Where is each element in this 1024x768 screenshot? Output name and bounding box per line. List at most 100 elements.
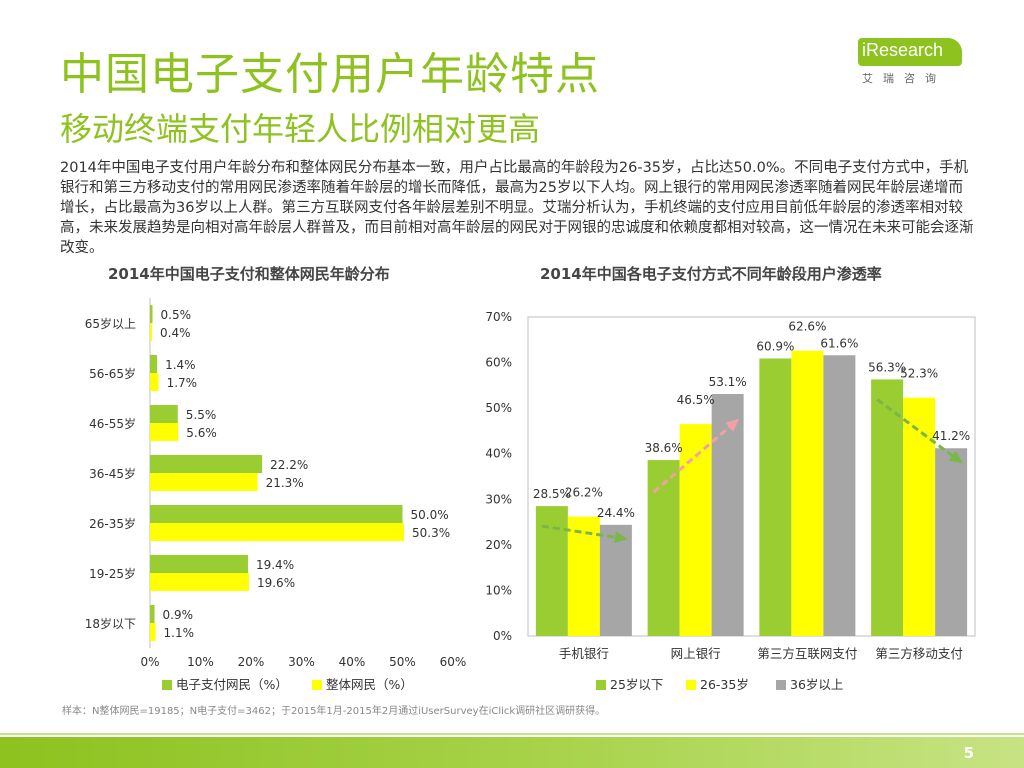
data-label: 56.3%	[868, 360, 906, 374]
data-label: 53.1%	[709, 375, 747, 389]
plot-area	[527, 316, 976, 637]
y-tick-label: 30%	[485, 492, 512, 506]
category-label: 网上银行	[671, 646, 721, 661]
bar-56-65-s0	[150, 355, 158, 373]
bar-x-s0	[535, 506, 568, 636]
trend-arrow-line	[876, 398, 963, 464]
x-tick-label: 10%	[187, 655, 214, 669]
bar-26-35-s1	[150, 523, 405, 541]
data-label: 28.5%	[533, 487, 571, 501]
x-tick-label: 60%	[440, 655, 467, 669]
bar-18-s1	[150, 623, 156, 641]
bar-x-s2	[935, 448, 968, 636]
bar-x-s2	[711, 394, 744, 636]
data-label: 46.5%	[677, 393, 715, 407]
page-number: 5	[963, 744, 974, 762]
data-label: 19.6%	[257, 576, 295, 590]
data-label: 52.3%	[900, 367, 938, 381]
legend-label: 电子支付网民（%）	[176, 677, 288, 692]
legend-label: 26-35岁	[700, 677, 749, 692]
bar-19-25-s0	[150, 555, 248, 573]
bar-26-35-s0	[150, 505, 403, 523]
category-label: 65岁以上	[85, 316, 136, 331]
category-label: 第三方移动支付	[875, 646, 963, 661]
category-label: 46-55岁	[89, 416, 136, 431]
bar-65-s0	[150, 305, 153, 323]
data-label: 21.3%	[266, 476, 304, 490]
y-tick-label: 50%	[485, 401, 512, 415]
page-title: 中国电子支付用户年龄特点	[60, 49, 600, 100]
x-tick-label: 0%	[140, 655, 159, 669]
trend-arrow-line	[541, 524, 627, 541]
bar-x-s1	[567, 516, 600, 636]
iresearch-logo: iResearch 艾瑞咨询	[858, 38, 968, 90]
data-label: 61.6%	[820, 336, 858, 350]
bar-46-55-s0	[150, 405, 178, 423]
bar-x-s1	[679, 424, 712, 636]
right-chart-title: 2014年中国各电子支付方式不同年龄段用户渗透率	[540, 265, 882, 283]
data-label: 26.2%	[565, 486, 603, 500]
legend-swatch-s1	[686, 680, 696, 690]
y-tick-label: 40%	[485, 447, 512, 461]
data-label: 0.4%	[160, 326, 191, 340]
bar-56-65-s1	[150, 373, 159, 391]
bar-18-s0	[150, 605, 155, 623]
data-label: 1.7%	[167, 376, 198, 390]
data-label: 50.3%	[412, 526, 450, 540]
source-note: 样本：N整体网民=19185；N电子支付=3462；于2015年1月-2015年…	[62, 706, 606, 717]
data-label: 60.9%	[756, 339, 794, 353]
description-text: 2014年中国电子支付用户年龄分布和整体网民分布基本一致，用户占比最高的年龄段为…	[60, 160, 974, 256]
bar-x-s1	[903, 397, 936, 636]
bar-x-s2	[599, 524, 632, 636]
y-tick-label: 0%	[493, 629, 512, 643]
bar-x-s0	[647, 460, 680, 636]
data-label: 5.5%	[186, 408, 217, 422]
data-label: 38.6%	[645, 441, 683, 455]
legend-swatch-s1	[312, 680, 322, 690]
category-label: 手机银行	[559, 646, 609, 661]
penetration-chart: 0% 10% 20% 30% 40% 50% 60% 70% 28.5%26.2% 24.4% 手机…	[485, 310, 976, 692]
trend-arrow-line	[652, 418, 739, 494]
data-label: 22.2%	[270, 458, 308, 472]
category-label: 19-25岁	[89, 566, 136, 581]
legend-swatch-s0	[596, 680, 606, 690]
data-label: 0.5%	[161, 308, 192, 322]
category-label: 18岁以下	[85, 616, 136, 631]
footer-band	[0, 737, 1024, 768]
data-label: 19.4%	[256, 558, 294, 572]
category-label: 56-65岁	[89, 366, 136, 381]
trend-arrow-head	[948, 450, 963, 464]
y-tick-label: 20%	[485, 538, 512, 552]
logo-text: iResearch	[862, 40, 944, 60]
footer-line	[0, 733, 1024, 735]
bar-36-45-s1	[150, 473, 258, 491]
bar-x-s0	[871, 379, 904, 636]
data-label: 62.6%	[788, 320, 826, 334]
legend-swatch-s2	[776, 680, 786, 690]
data-label: 41.2%	[932, 429, 970, 443]
legend-label: 25岁以下	[610, 677, 663, 692]
x-tick-label: 40%	[339, 655, 366, 669]
bar-x-s1	[791, 350, 824, 636]
bar-x-s0	[759, 358, 792, 636]
x-tick-label: 20%	[238, 655, 265, 669]
age-distribution-chart: 65岁以上 0.5% 0.4% 56-65岁 1.4% 1.7% 46-55岁 5.5% 5.6…	[85, 298, 467, 692]
bar-x-s2	[823, 355, 856, 636]
legend-swatch-s0	[162, 680, 172, 690]
trend-arrow-head	[614, 531, 628, 544]
data-label: 1.4%	[165, 358, 196, 372]
category-label: 36-45岁	[89, 466, 136, 481]
bar-19-25-s1	[150, 573, 249, 591]
y-tick-label: 70%	[485, 310, 512, 324]
logo-subtext: 艾瑞咨询	[862, 72, 946, 85]
x-tick-label: 50%	[389, 655, 416, 669]
data-label: 0.9%	[163, 608, 194, 622]
data-label: 50.0%	[411, 508, 449, 522]
x-tick-label: 30%	[288, 655, 315, 669]
y-tick-label: 10%	[485, 583, 512, 597]
legend-label: 36岁以上	[790, 677, 843, 692]
category-label: 26-35岁	[89, 516, 136, 531]
bar-46-55-s1	[150, 423, 179, 441]
data-label: 1.1%	[164, 626, 195, 640]
bar-65-s1	[150, 323, 153, 341]
